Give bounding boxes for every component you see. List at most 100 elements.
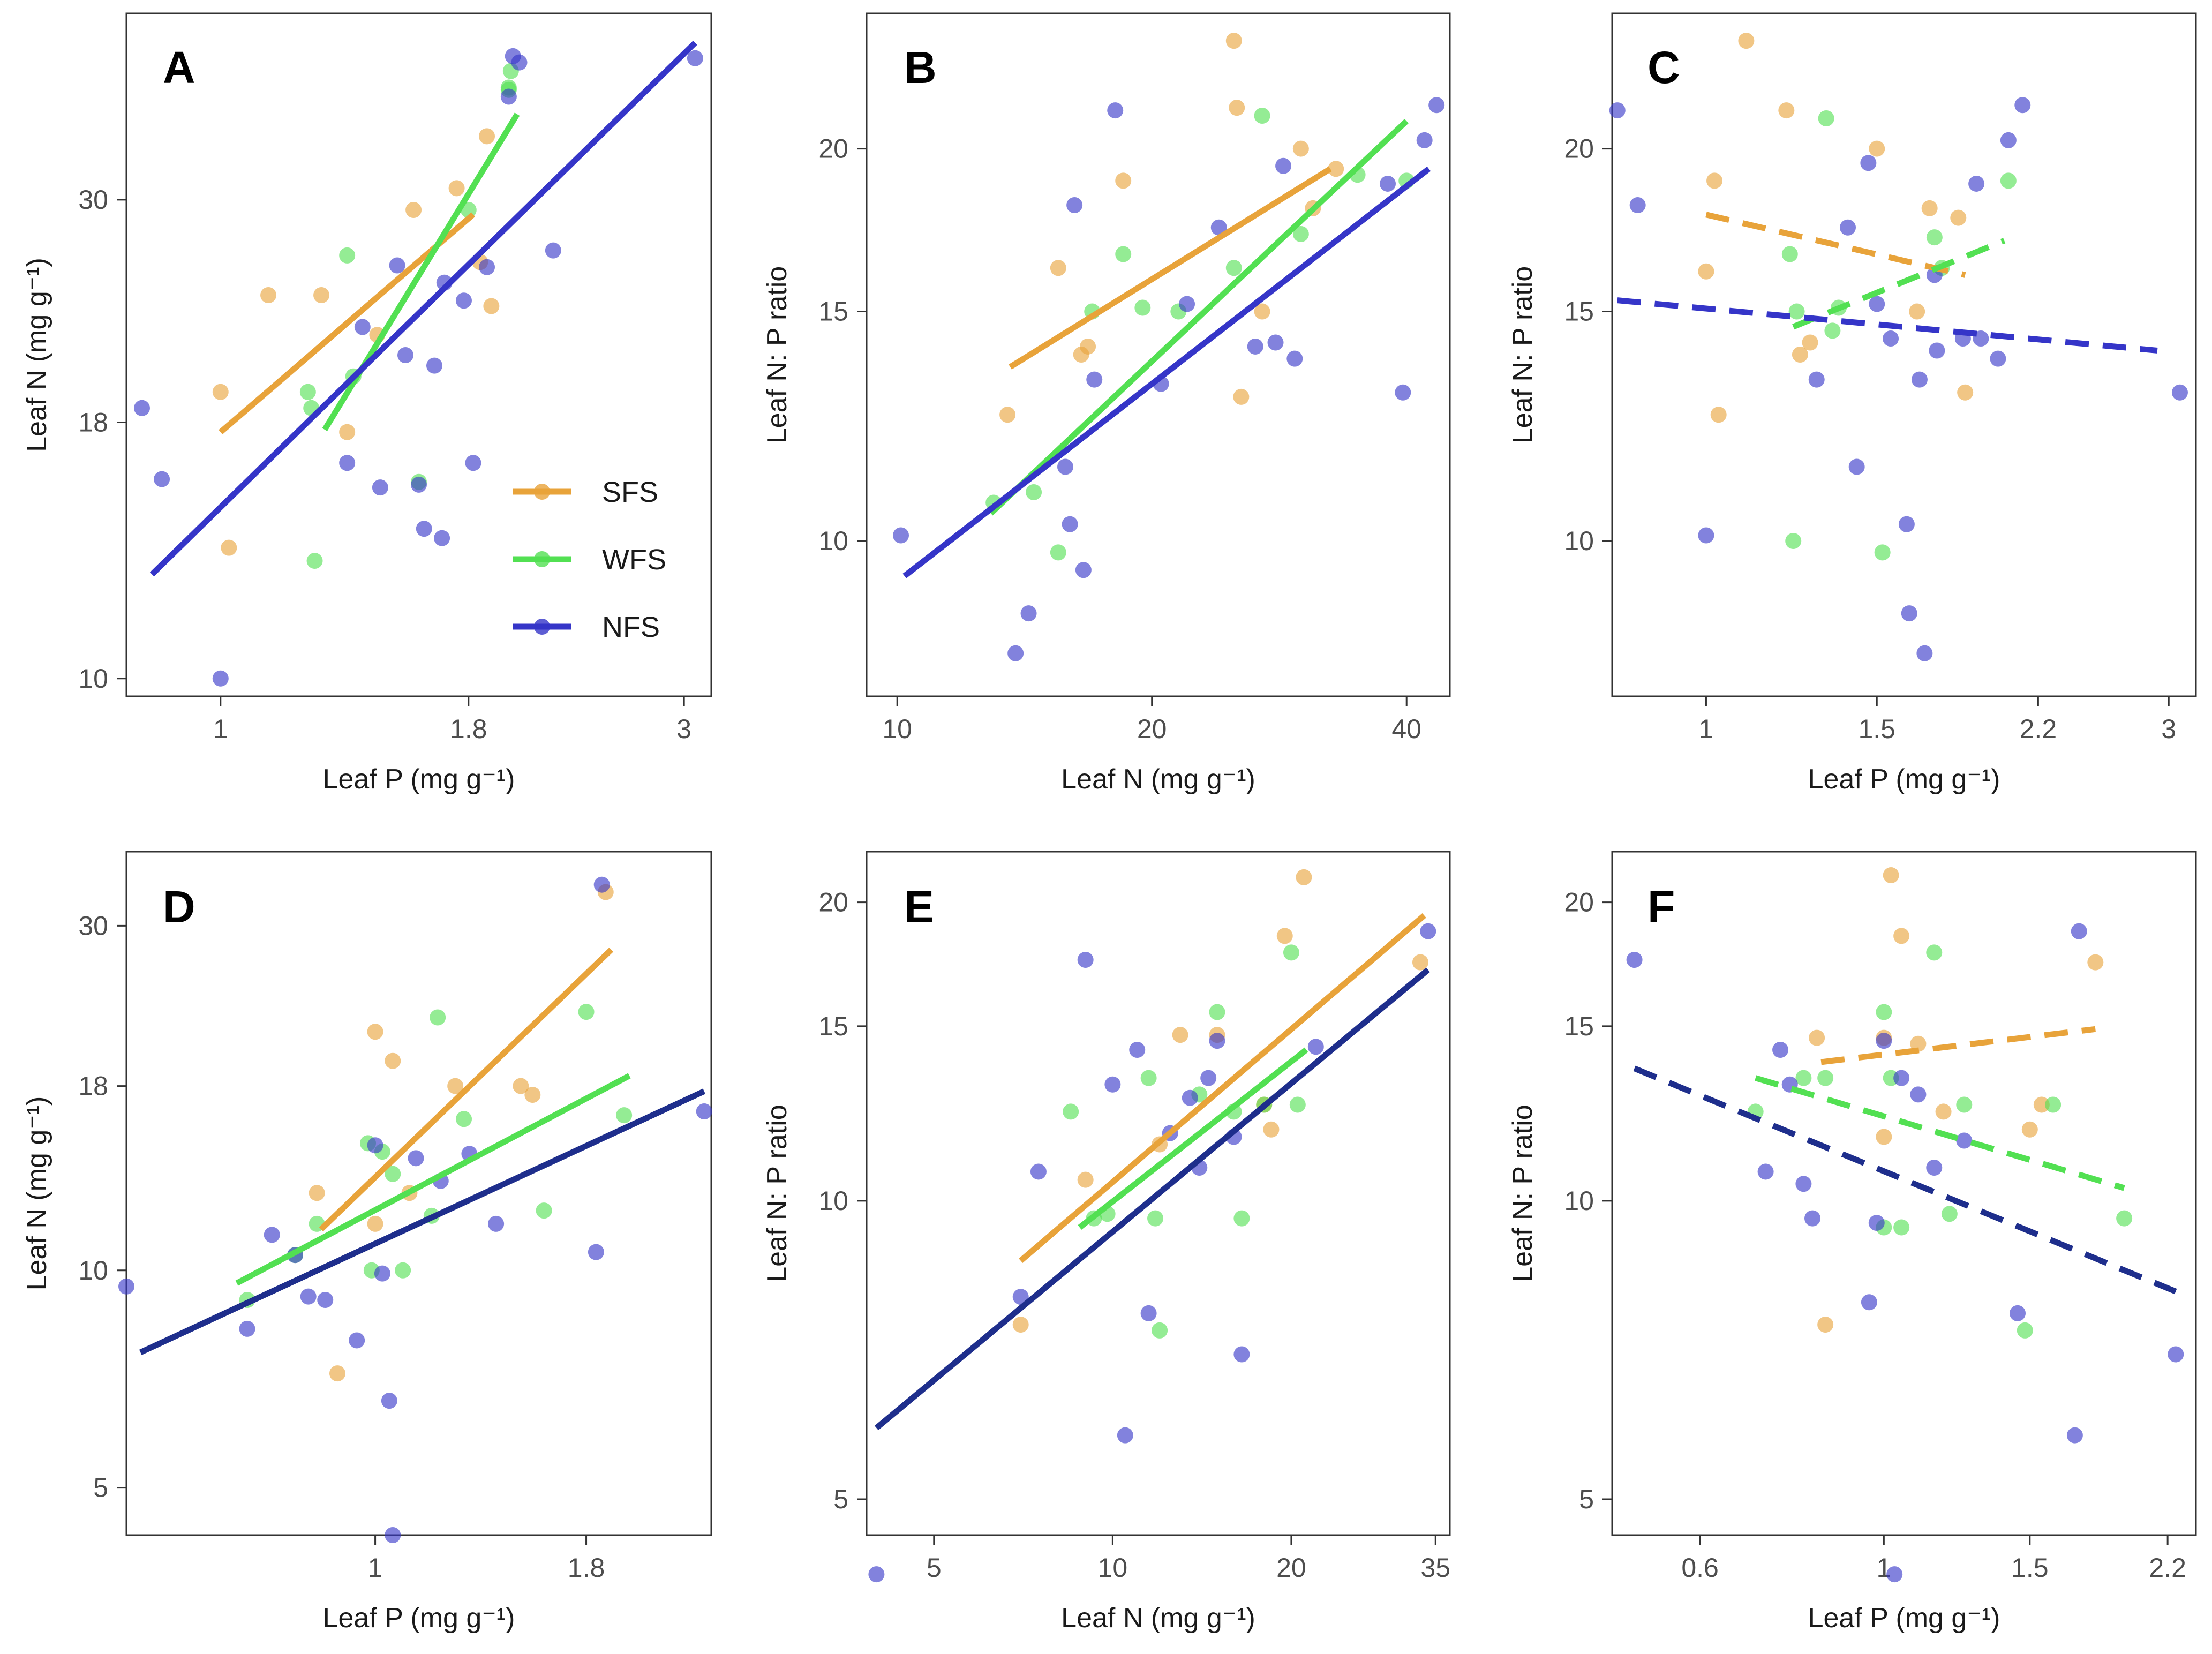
data-point-nfs <box>2014 97 2031 114</box>
y-tick-label: 18 <box>78 407 108 437</box>
data-point-sfs <box>1296 869 1312 885</box>
data-point-nfs <box>1901 605 1917 622</box>
data-point-sfs <box>1115 172 1132 189</box>
fit-line-nfs <box>139 1088 706 1355</box>
data-point-nfs <box>1911 371 1928 388</box>
data-point-wfs <box>2045 1096 2061 1113</box>
x-tick-label: 3 <box>2161 714 2176 744</box>
panel-letter: E <box>904 882 934 932</box>
data-point-nfs <box>1795 1176 1812 1192</box>
data-point-sfs <box>1172 1027 1188 1043</box>
data-point-nfs <box>868 1566 885 1583</box>
data-point-nfs <box>1876 1033 1892 1049</box>
data-point-sfs <box>1738 33 1755 49</box>
x-tick-label: 0.6 <box>1681 1553 1719 1583</box>
data-point-nfs <box>1898 516 1915 532</box>
y-tick-label: 30 <box>78 185 108 215</box>
panel-letter: F <box>1647 882 1675 932</box>
x-axis-title: Leaf P (mg g⁻¹) <box>1808 1603 2000 1634</box>
data-point-nfs <box>1380 175 1396 192</box>
data-point-wfs <box>1115 246 1132 262</box>
y-tick-label: 15 <box>818 297 848 327</box>
data-point-nfs <box>339 455 356 471</box>
data-point-nfs <box>397 347 413 364</box>
data-point-nfs <box>1428 97 1445 114</box>
data-point-sfs <box>1254 303 1270 320</box>
x-tick-label: 1 <box>213 714 228 744</box>
data-point-nfs <box>372 479 388 496</box>
panel-letter: C <box>1647 42 1680 93</box>
legend-label-sfs: SFS <box>602 476 658 508</box>
data-point-nfs <box>1990 350 2006 367</box>
data-point-wfs <box>1050 544 1066 561</box>
data-point-nfs <box>1848 458 1865 475</box>
data-point-wfs <box>456 1111 472 1127</box>
data-point-nfs <box>1629 197 1646 214</box>
data-point-wfs <box>1283 944 1299 961</box>
data-point-nfs <box>1267 334 1284 351</box>
y-axis-title: Leaf N (mg g⁻¹) <box>21 258 52 452</box>
data-point-nfs <box>411 476 427 493</box>
data-point-sfs <box>1802 334 1818 351</box>
data-point-nfs <box>1395 384 1411 401</box>
legend-marker-nfs <box>534 619 550 635</box>
data-point-sfs <box>1710 407 1727 423</box>
data-point-sfs <box>1276 928 1293 944</box>
data-point-sfs <box>483 298 500 314</box>
panel-a: 1 1.8 3 10 18 30 Leaf P (mg g⁻¹) Leaf N (mg g⁻¹… <box>21 12 712 795</box>
data-point-nfs <box>893 527 909 544</box>
x-tick-label: 1.5 <box>2011 1553 2049 1583</box>
data-point-nfs <box>1973 330 1989 347</box>
data-point-sfs <box>309 1185 325 1201</box>
data-point-sfs <box>1909 303 1925 320</box>
data-point-wfs <box>1233 1210 1250 1227</box>
fit-line-wfs <box>989 119 1409 516</box>
y-tick-label: 18 <box>78 1071 108 1101</box>
data-point-nfs <box>1609 102 1626 119</box>
x-axis-title: Leaf N (mg g⁻¹) <box>1061 764 1255 795</box>
data-point-wfs <box>1254 107 1270 124</box>
data-point-sfs <box>1883 867 1899 884</box>
data-point-wfs <box>1788 303 1805 320</box>
data-point-nfs <box>1626 952 1643 968</box>
y-tick-label: 20 <box>818 888 848 918</box>
x-tick-label: 1.8 <box>450 714 487 744</box>
data-point-nfs <box>687 50 703 66</box>
data-point-nfs <box>1929 342 1945 359</box>
data-point-sfs <box>513 1078 529 1094</box>
panel-letter: B <box>904 42 937 93</box>
data-point-nfs <box>500 88 517 105</box>
y-axis-title: Leaf N: P ratio <box>762 266 793 443</box>
data-point-nfs <box>133 400 150 416</box>
panel-b: 10 20 40 10 15 20 Leaf N (mg g⁻¹) Leaf N: P rat… <box>762 12 1451 795</box>
data-point-nfs <box>1886 1566 1903 1583</box>
data-point-wfs <box>616 1107 633 1124</box>
fit-line-sfs <box>1019 913 1426 1263</box>
x-tick-label: 1 <box>1699 714 1714 744</box>
data-point-wfs <box>1818 110 1834 126</box>
data-point-nfs <box>300 1288 317 1305</box>
y-tick-label: 20 <box>818 134 848 164</box>
fit-line-nfs <box>874 967 1430 1431</box>
y-tick-label: 20 <box>1564 134 1594 164</box>
panel-d: 1 1.8 5 10 18 30 Leaf P (mg g⁻¹) Leaf N (mg g⁻¹… <box>21 851 712 1634</box>
data-point-nfs <box>1209 1033 1225 1049</box>
data-point-nfs <box>434 530 450 546</box>
data-point-wfs <box>1926 944 1943 961</box>
data-point-sfs <box>1876 1129 1892 1145</box>
y-tick-label: 5 <box>833 1484 848 1514</box>
data-point-nfs <box>1129 1041 1146 1058</box>
x-tick-label: 1.8 <box>568 1553 605 1583</box>
x-tick-label: 2.2 <box>2149 1553 2186 1583</box>
data-point-sfs <box>1706 172 1723 189</box>
fit-line-nfs <box>1617 297 2158 354</box>
data-point-nfs <box>1104 1076 1121 1093</box>
data-point-sfs <box>367 1024 383 1040</box>
data-point-sfs <box>1077 1171 1094 1188</box>
data-point-wfs <box>578 1004 595 1020</box>
data-point-sfs <box>1935 1103 1952 1120</box>
data-point-nfs <box>488 1215 505 1232</box>
data-point-sfs <box>1893 928 1910 944</box>
x-tick-label: 40 <box>1391 714 1421 744</box>
